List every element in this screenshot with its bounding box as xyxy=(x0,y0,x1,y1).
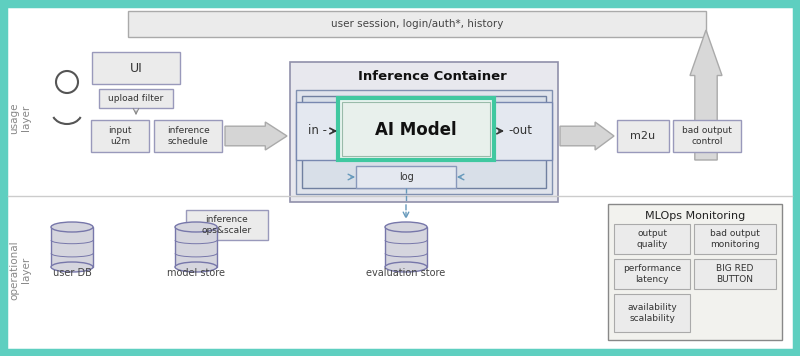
FancyBboxPatch shape xyxy=(92,52,180,84)
Text: UI: UI xyxy=(130,62,142,74)
FancyBboxPatch shape xyxy=(6,6,794,350)
Ellipse shape xyxy=(385,262,427,272)
Text: Inference Container: Inference Container xyxy=(358,69,506,83)
Text: input
u2m: input u2m xyxy=(108,126,132,146)
FancyBboxPatch shape xyxy=(302,96,546,188)
Text: user DB: user DB xyxy=(53,268,91,278)
Text: bad output
monitoring: bad output monitoring xyxy=(710,229,760,249)
Text: log: log xyxy=(398,172,414,182)
Text: usage
layer: usage layer xyxy=(9,102,31,134)
FancyBboxPatch shape xyxy=(356,166,456,188)
Text: operational
layer: operational layer xyxy=(9,240,31,300)
FancyBboxPatch shape xyxy=(338,98,494,160)
Text: availability
scalability: availability scalability xyxy=(627,303,677,323)
Text: upload filter: upload filter xyxy=(108,94,164,103)
Text: AI Model: AI Model xyxy=(375,121,457,139)
Ellipse shape xyxy=(51,222,93,232)
FancyBboxPatch shape xyxy=(296,90,552,194)
Ellipse shape xyxy=(51,262,93,272)
FancyBboxPatch shape xyxy=(694,224,776,254)
Ellipse shape xyxy=(175,262,217,272)
Polygon shape xyxy=(560,122,614,150)
FancyBboxPatch shape xyxy=(175,227,217,267)
Text: MLOps Monitoring: MLOps Monitoring xyxy=(645,211,745,221)
FancyBboxPatch shape xyxy=(385,227,427,267)
Polygon shape xyxy=(690,30,722,160)
Text: BIG RED
BUTTON: BIG RED BUTTON xyxy=(716,264,754,284)
FancyBboxPatch shape xyxy=(694,259,776,289)
FancyBboxPatch shape xyxy=(99,89,173,108)
FancyBboxPatch shape xyxy=(186,210,268,240)
FancyBboxPatch shape xyxy=(614,224,690,254)
Text: user session, login/auth*, history: user session, login/auth*, history xyxy=(331,19,503,29)
FancyBboxPatch shape xyxy=(617,120,669,152)
FancyBboxPatch shape xyxy=(614,259,690,289)
Text: output
quality: output quality xyxy=(636,229,668,249)
Text: in -: in - xyxy=(308,125,327,137)
Ellipse shape xyxy=(385,222,427,232)
Text: -out: -out xyxy=(508,125,532,137)
FancyBboxPatch shape xyxy=(608,204,782,340)
FancyBboxPatch shape xyxy=(154,120,222,152)
FancyBboxPatch shape xyxy=(296,102,552,160)
Ellipse shape xyxy=(175,222,217,232)
FancyBboxPatch shape xyxy=(51,227,93,267)
FancyBboxPatch shape xyxy=(673,120,741,152)
FancyBboxPatch shape xyxy=(91,120,149,152)
Text: model store: model store xyxy=(167,268,225,278)
FancyBboxPatch shape xyxy=(614,294,690,332)
Polygon shape xyxy=(225,122,287,150)
FancyBboxPatch shape xyxy=(290,62,558,202)
Text: inference
ops&scaler: inference ops&scaler xyxy=(202,215,252,235)
Text: m2u: m2u xyxy=(630,131,655,141)
Text: performance
latency: performance latency xyxy=(623,264,681,284)
Text: bad output
control: bad output control xyxy=(682,126,732,146)
FancyBboxPatch shape xyxy=(128,11,706,37)
FancyBboxPatch shape xyxy=(342,102,490,156)
Text: evaluation store: evaluation store xyxy=(366,268,446,278)
Text: inference
schedule: inference schedule xyxy=(166,126,210,146)
